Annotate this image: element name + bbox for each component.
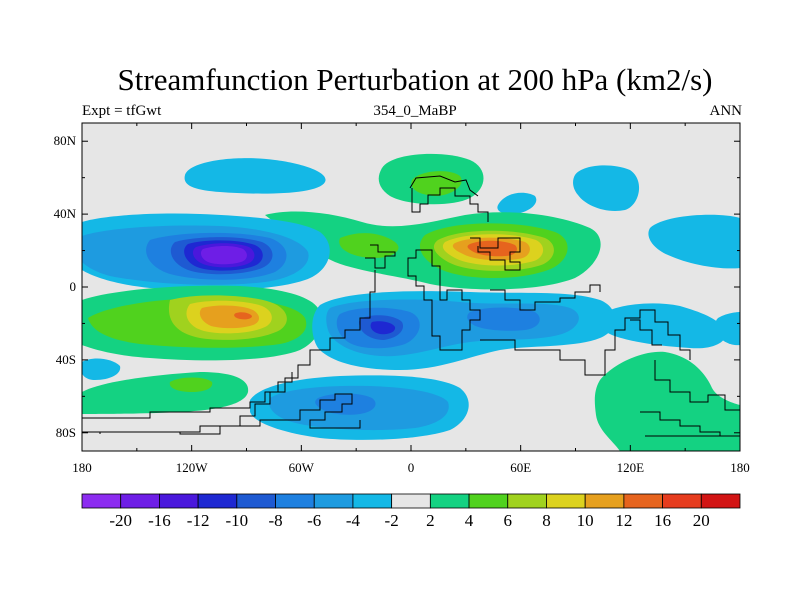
colorbar-level-label: -20 (109, 511, 132, 530)
colorbar-level-label: 20 (693, 511, 710, 530)
colorbar-level-label: -4 (346, 511, 361, 530)
contour-pos-south-pacific-10 (199, 305, 259, 329)
colorbar-swatch (81, 493, 122, 509)
contour-pos-south-pacific-12 (234, 312, 252, 320)
colorbar-level-label: 16 (654, 511, 671, 530)
contour-neg-sw-pacific (82, 358, 121, 380)
colorbar-swatch (159, 493, 199, 509)
x-tick-label: 60E (510, 460, 531, 475)
x-tick-label: 180 (730, 460, 750, 475)
coastline-india-arabia (490, 284, 601, 311)
x-tick-label: 0 (408, 460, 415, 475)
coastline-australia (654, 360, 740, 411)
coastline-tasman (630, 319, 662, 346)
y-axis-labels: 80N 40N 0 40S 80S (54, 133, 77, 440)
coastline-east-africa (480, 309, 691, 376)
coastline-europe (411, 187, 489, 222)
coastline-europe-north (409, 175, 479, 197)
x-tick-label: 120W (176, 460, 209, 475)
colorbar-level-label: -8 (268, 511, 282, 530)
coastline-australia-south (640, 411, 740, 437)
colorbar-swatch (391, 493, 431, 509)
coastline-north-america (365, 244, 396, 269)
colorbar-level-label: -16 (148, 511, 171, 530)
colorbar-swatch (352, 493, 393, 509)
colorbar-level-label: -2 (385, 511, 399, 530)
contour-pos-south-east-4 (636, 387, 711, 427)
y-tick-label: 40N (54, 206, 77, 221)
colorbar-swatch (584, 493, 625, 509)
colorbar-level-label: -6 (307, 511, 321, 530)
coastline-africa (407, 249, 481, 351)
case-label: 354_0_MaBP (373, 103, 457, 119)
colorbar-swatch (313, 493, 354, 509)
contour-neg-east-indian (598, 303, 726, 349)
coastline-antarctic-west (82, 372, 293, 419)
colorbar-level-label: 6 (504, 511, 513, 530)
colorbar-swatch (197, 493, 238, 509)
colorbar-level-label: -10 (225, 511, 248, 530)
colorbar-swatch (662, 493, 702, 509)
colorbar-level-label: 10 (577, 511, 594, 530)
contour-neg-east-indian-tip (715, 312, 740, 346)
contour-neg-north-pacific-east (648, 214, 740, 269)
colorbar-level-label: 12 (615, 511, 632, 530)
colorbar-swatch (236, 493, 276, 509)
contour-neg-north-asia (573, 165, 640, 211)
colorbar-level-label: 8 (542, 511, 551, 530)
coastline-asia (470, 237, 521, 271)
colorbar-swatch (700, 493, 741, 509)
colorbar-labels: -20 -16 -12 -10 -8 -6 -4 -2 2 4 6 8 10 12 16 20 (109, 511, 709, 530)
experiment-label: Expt = tfGwt (82, 103, 162, 119)
x-axis-labels: 180 120W 60W 0 60E 120E 180 (72, 460, 750, 475)
coastline-layer (82, 175, 740, 437)
contour-neg-pacific-16 (200, 246, 247, 265)
y-tick-label: 80S (56, 425, 76, 440)
colorbar-swatch (507, 493, 547, 509)
colorbar-swatch (546, 493, 586, 509)
contour-neg-south-indian-6 (467, 307, 540, 331)
colorbar-level-label: 2 (426, 511, 435, 530)
plot-title: Streamfunction Perturbation at 200 hPa (… (117, 62, 713, 97)
axis-ticks (81, 123, 741, 451)
colorbar-swatch (429, 493, 470, 509)
x-tick-label: 180 (72, 460, 92, 475)
colorbar (81, 493, 741, 509)
colorbar-swatch (275, 493, 315, 509)
y-tick-label: 80N (54, 133, 77, 148)
contour-layer (82, 153, 740, 451)
y-tick-label: 40S (56, 352, 76, 367)
x-tick-label: 120E (617, 460, 645, 475)
x-tick-label: 60W (289, 460, 315, 475)
colorbar-swatch (468, 493, 509, 509)
colorbar-level-label: -12 (187, 511, 210, 530)
y-tick-label: 0 (70, 279, 77, 294)
colorbar-swatch (120, 493, 160, 509)
contour-pos-south-pacific-lower-4 (169, 377, 213, 392)
coastline-south-atlantic (82, 393, 361, 433)
contour-neg-north-america-high-lat (184, 158, 326, 194)
contour-neg-south-atlantic-10 (370, 321, 396, 335)
contour-neg-small-central-asia (497, 192, 537, 215)
colorbar-level-label: 4 (465, 511, 474, 530)
period-label: ANN (709, 103, 743, 119)
colorbar-swatch (623, 493, 663, 509)
